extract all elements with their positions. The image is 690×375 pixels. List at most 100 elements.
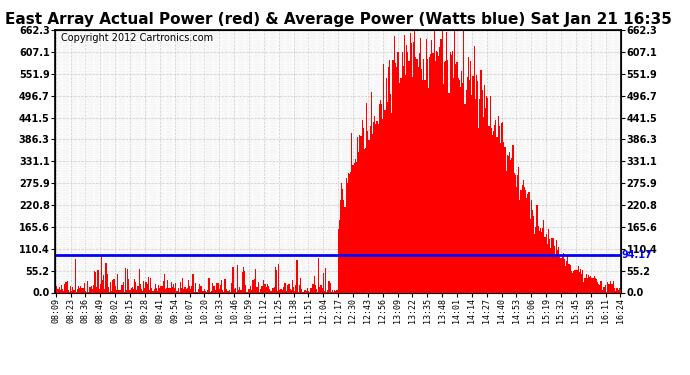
Bar — [308, 291, 309, 292]
Bar — [250, 290, 252, 292]
Bar — [400, 78, 402, 292]
Bar — [381, 104, 382, 292]
Bar — [503, 142, 504, 292]
Bar — [327, 290, 328, 292]
Bar — [548, 229, 549, 292]
Bar — [477, 81, 478, 292]
Bar — [582, 270, 583, 292]
Bar — [207, 290, 208, 292]
Bar — [248, 290, 250, 292]
Bar — [151, 288, 152, 292]
Bar — [386, 102, 388, 292]
Bar — [618, 290, 619, 292]
Bar — [523, 180, 524, 292]
Bar — [367, 131, 368, 292]
Bar — [280, 290, 282, 292]
Bar — [188, 280, 189, 292]
Bar — [486, 96, 487, 292]
Bar — [408, 61, 410, 292]
Bar — [59, 288, 60, 292]
Bar — [155, 284, 156, 292]
Bar — [284, 283, 285, 292]
Title: East Array Actual Power (red) & Average Power (Watts blue) Sat Jan 21 16:35: East Array Actual Power (red) & Average … — [5, 12, 671, 27]
Bar — [300, 278, 301, 292]
Bar — [520, 190, 522, 292]
Bar — [158, 285, 159, 292]
Bar — [351, 133, 353, 292]
Bar — [278, 264, 279, 292]
Bar — [457, 78, 459, 292]
Bar — [411, 43, 412, 292]
Bar — [240, 290, 241, 292]
Bar — [295, 285, 297, 292]
Bar — [299, 285, 300, 292]
Bar — [262, 286, 263, 292]
Bar — [146, 282, 147, 292]
Bar — [475, 99, 476, 292]
Bar — [208, 278, 210, 292]
Bar — [468, 57, 469, 292]
Bar — [189, 286, 190, 292]
Bar — [241, 272, 243, 292]
Bar — [527, 194, 529, 292]
Bar — [141, 289, 142, 292]
Bar — [177, 288, 179, 292]
Bar — [264, 284, 266, 292]
Bar — [164, 274, 165, 292]
Bar — [459, 80, 460, 292]
Bar — [184, 287, 186, 292]
Bar — [359, 135, 360, 292]
Bar — [595, 278, 596, 292]
Bar — [330, 283, 331, 292]
Bar — [152, 291, 153, 292]
Bar — [596, 279, 597, 292]
Bar — [144, 288, 146, 292]
Bar — [452, 51, 453, 292]
Bar — [323, 273, 324, 292]
Bar — [620, 291, 621, 292]
Bar — [93, 285, 94, 292]
Bar — [71, 291, 72, 292]
Bar — [403, 66, 404, 292]
Bar — [524, 187, 525, 292]
Bar — [75, 258, 76, 292]
Bar — [339, 200, 341, 292]
Bar — [391, 112, 393, 292]
Bar — [85, 291, 86, 292]
Bar — [187, 288, 188, 292]
Bar — [325, 268, 326, 292]
Bar — [275, 267, 276, 292]
Bar — [442, 30, 443, 292]
Bar — [60, 290, 61, 292]
Bar — [489, 96, 491, 292]
Bar — [412, 77, 413, 292]
Bar — [64, 284, 66, 292]
Bar — [334, 290, 335, 292]
Bar — [540, 228, 541, 292]
Bar — [605, 285, 606, 292]
Bar — [493, 131, 494, 292]
Bar — [538, 226, 539, 292]
Bar — [257, 282, 259, 292]
Bar — [390, 94, 391, 292]
Bar — [276, 270, 277, 292]
Bar — [604, 287, 605, 292]
Bar — [485, 108, 486, 292]
Bar — [191, 286, 193, 292]
Bar — [290, 290, 292, 292]
Bar — [569, 265, 571, 292]
Bar — [463, 30, 464, 292]
Bar — [435, 61, 436, 292]
Bar — [376, 121, 377, 292]
Bar — [239, 287, 240, 292]
Bar — [593, 276, 595, 292]
Bar — [113, 279, 115, 292]
Bar — [445, 61, 446, 292]
Bar — [228, 291, 229, 292]
Bar — [532, 210, 533, 292]
Bar — [566, 261, 567, 292]
Bar — [572, 273, 573, 292]
Bar — [600, 281, 602, 292]
Bar — [384, 110, 386, 292]
Bar — [469, 80, 470, 292]
